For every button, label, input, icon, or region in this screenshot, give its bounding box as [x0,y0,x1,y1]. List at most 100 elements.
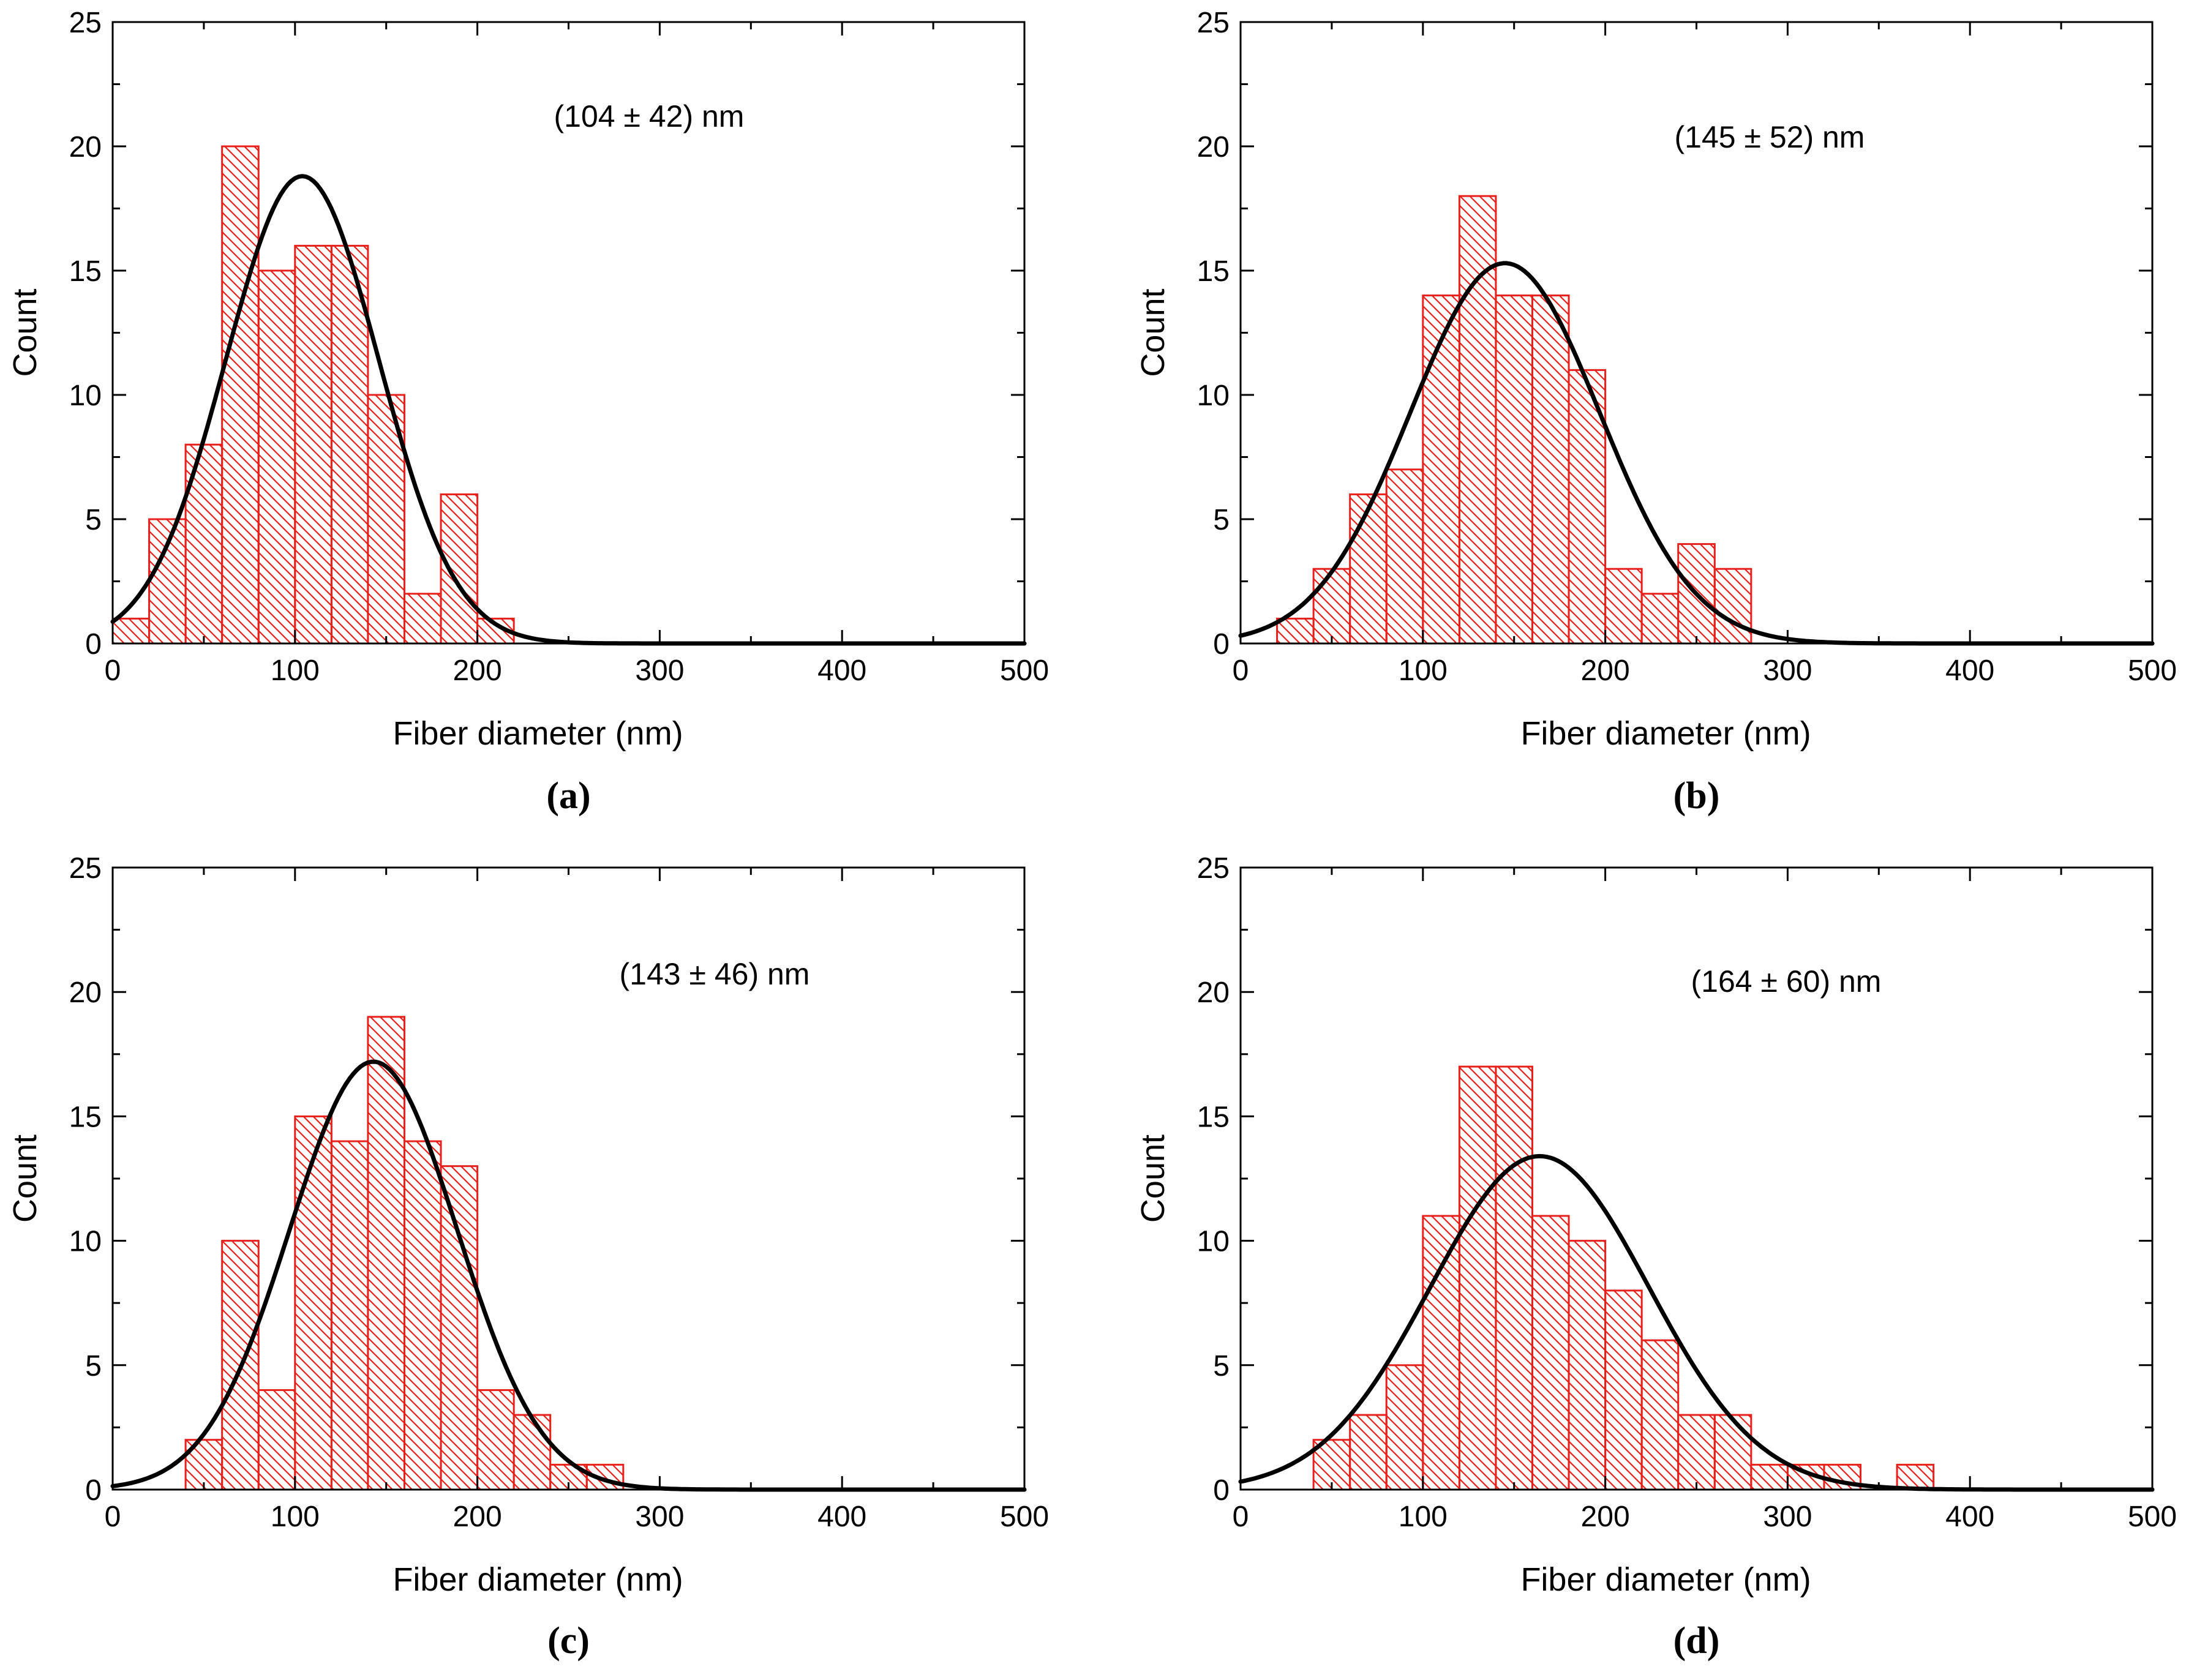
histogram-bar [1422,294,1460,645]
histogram-bar [1312,568,1351,645]
y-tick-label: 25 [1197,7,1230,39]
x-axis-title: Fiber diameter (nm) [393,715,683,752]
plot-frame [1239,866,2154,1491]
chart-panel-d: 0 100 200 300 400 500 0 5 10 15 20 25 Fiber diameter… [1135,852,2177,1662]
x-tick-label: 0 [1233,1501,1249,1533]
histogram-bar [1385,468,1424,645]
x-tick-label: 500 [1000,654,1049,687]
fit-annotation: (145 ± 52) nm [1675,120,1865,154]
y-tick-label: 5 [85,1350,102,1382]
histogram-bar [1458,195,1497,645]
histogram-bar [1640,593,1680,645]
histogram-bar [1713,568,1752,645]
histogram-bar [513,1414,552,1491]
y-tick-label: 10 [69,380,102,412]
histogram-bar [1604,568,1643,645]
x-tick-label: 300 [1763,1501,1812,1533]
histogram-bar [1568,1240,1607,1491]
histogram-bar [294,1115,332,1491]
fit-annotation: (104 ± 42) nm [554,99,745,133]
histogram-bar [440,493,479,645]
y-tick-label: 25 [1197,852,1230,885]
panel-label: (d) [1673,1620,1720,1662]
histogram-bar [1896,1463,1935,1491]
x-tick-label: 100 [1399,1501,1448,1533]
histogram-bar [1640,1339,1680,1491]
histogram-bar [1604,1289,1643,1491]
histogram-bar [1750,1463,1789,1491]
chart-panel-c: 0 100 200 300 400 500 0 5 10 15 20 25 Fiber diameter… [7,852,1049,1662]
y-axis-title: Count [1135,288,1171,377]
y-axis-title: Count [7,288,43,377]
y-tick-label: 0 [1213,628,1230,661]
x-tick-label: 400 [817,1501,866,1533]
y-tick-label: 10 [1197,380,1230,412]
histogram-bar [330,244,369,645]
y-axis-title: Count [7,1134,43,1223]
panel-label: (c) [547,1620,590,1662]
y-tick-label: 15 [1197,255,1230,288]
y-tick-label: 0 [85,628,102,661]
x-tick-label: 200 [1581,654,1630,687]
x-tick-label: 200 [453,1501,502,1533]
panel-label: (b) [1673,775,1720,817]
y-tick-label: 25 [69,852,102,885]
histogram-bar [148,518,187,645]
panel-label: (a) [546,775,590,817]
histogram-bar [1385,1364,1424,1491]
x-axis-title: Fiber diameter (nm) [1520,715,1811,752]
histogram-bar [330,1140,369,1491]
x-tick-label: 0 [1233,654,1249,687]
y-tick-label: 20 [69,131,102,163]
x-tick-label: 0 [105,654,121,687]
chart-panel-b: 0 100 200 300 400 500 0 5 10 15 20 25 Fiber diameter… [1135,7,2177,817]
histogram-bar [111,617,151,645]
x-tick-label: 300 [1763,654,1812,687]
x-tick-label: 500 [1000,1501,1049,1533]
x-tick-label: 500 [2128,654,2177,687]
x-tick-label: 400 [1945,1501,1994,1533]
y-tick-label: 20 [1197,131,1230,163]
x-tick-label: 200 [1581,1501,1630,1533]
x-axis-title: Fiber diameter (nm) [1520,1561,1811,1598]
histogram-bar [1677,1414,1716,1491]
y-tick-label: 10 [1197,1226,1230,1258]
y-tick-label: 0 [85,1474,102,1507]
histogram-bar [1422,1215,1460,1491]
x-tick-label: 300 [635,654,684,687]
y-tick-label: 0 [1213,1474,1230,1507]
histogram-bar [403,1140,442,1491]
x-tick-label: 300 [635,1501,684,1533]
histogram-bar [1531,294,1570,645]
x-tick-label: 400 [817,654,866,687]
y-tick-label: 25 [69,7,102,39]
histogram-bar [403,593,442,645]
y-tick-label: 15 [1197,1101,1230,1133]
histogram-bar [1349,1414,1388,1491]
histogram-bar [294,244,332,645]
y-tick-label: 15 [69,1101,102,1133]
y-tick-label: 20 [1197,977,1230,1009]
x-tick-label: 100 [271,654,320,687]
histogram-bar [1495,294,1533,645]
fit-annotation: (164 ± 60) nm [1691,964,1882,999]
y-tick-label: 10 [69,1226,102,1258]
x-tick-label: 0 [105,1501,121,1533]
histogram-bar [1495,1065,1533,1491]
histogram-bar [440,1165,479,1491]
histogram-bar [257,269,296,645]
histogram-bar [367,1016,405,1491]
y-tick-label: 5 [1213,1350,1230,1382]
y-tick-label: 5 [85,504,102,536]
fit-annotation: (143 ± 46) nm [620,957,810,991]
histogram-bar [1531,1215,1570,1491]
x-tick-label: 400 [1945,654,1994,687]
histogram-bar [476,1389,515,1491]
y-tick-label: 20 [69,977,102,1009]
histogram-bar [257,1389,296,1491]
x-tick-label: 100 [1399,654,1448,687]
y-tick-label: 5 [1213,504,1230,536]
x-axis-title: Fiber diameter (nm) [393,1561,683,1598]
histogram-bar [1713,1414,1752,1491]
